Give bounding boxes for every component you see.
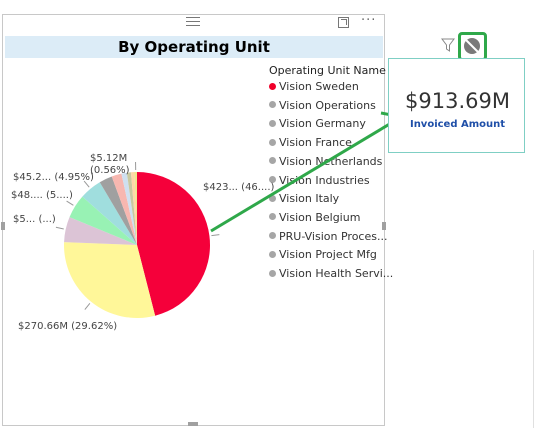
- pie-data-label: $423... (46....): [203, 182, 275, 193]
- legend-item-label: PRU-Vision Proces...: [279, 229, 388, 243]
- legend-dot-icon: [269, 194, 276, 202]
- pie-slice[interactable]: [69, 196, 137, 245]
- annotation-arrow: [210, 117, 399, 233]
- drag-grip-icon[interactable]: [186, 17, 200, 26]
- visual-title: By Operating Unit: [118, 38, 270, 56]
- neighbor-visual-edge: [533, 250, 534, 428]
- legend-item-label: Vision Sweden: [279, 80, 359, 93]
- pie-data-label: $5.12M (0.56%): [90, 153, 130, 176]
- pie-slice[interactable]: [111, 173, 137, 245]
- legend-item-label: Vision Operations: [279, 98, 376, 112]
- legend-dot-icon: [269, 250, 276, 258]
- legend-item[interactable]: Vision Sweden: [269, 80, 359, 93]
- legend-item[interactable]: Vision Netherlands: [269, 155, 382, 168]
- legend-dot-icon: [269, 269, 276, 277]
- legend-item[interactable]: Vision Belgium: [269, 211, 360, 224]
- legend-dot-icon: [269, 157, 276, 165]
- pie-slice[interactable]: [64, 242, 156, 318]
- legend-item[interactable]: Vision Operations: [269, 99, 376, 112]
- legend-dot-icon: [269, 232, 276, 240]
- legend-item-label: Vision France: [279, 136, 352, 150]
- data-label-leader-line: [84, 303, 91, 310]
- pie-slice[interactable]: [82, 182, 137, 245]
- legend-dot-icon: [269, 82, 276, 90]
- legend-dot-icon: [269, 176, 276, 183]
- card-label: Invoiced Amount: [409, 119, 506, 130]
- legend-dot-icon: [269, 138, 276, 146]
- legend-item[interactable]: Vision Italy: [269, 192, 339, 205]
- data-label-leader-line: [211, 234, 220, 237]
- pie-slice[interactable]: [137, 172, 211, 316]
- pie-data-label: $5... (...): [13, 214, 56, 225]
- pie-slice[interactable]: [130, 172, 137, 245]
- pie-slice[interactable]: [64, 217, 137, 245]
- resize-handle-left[interactable]: [1, 222, 5, 230]
- legend-dot-icon: [269, 213, 276, 221]
- focus-mode-icon[interactable]: [338, 17, 349, 28]
- pie-data-label: $270.66M (29.62%): [18, 321, 117, 332]
- legend-item-label: Vision Project Mfg: [279, 248, 377, 262]
- legend-dot-icon: [269, 101, 276, 109]
- legend-item-label: Vision Italy: [279, 192, 340, 206]
- pie-slice[interactable]: [99, 176, 137, 245]
- disable-interaction-icon[interactable]: [464, 38, 480, 54]
- data-label-leader-line: [83, 180, 90, 188]
- filter-icon[interactable]: [441, 38, 455, 52]
- data-label-leader-line: [66, 200, 74, 206]
- legend-title: Operating Unit Name: [269, 64, 386, 77]
- legend-item[interactable]: PRU-Vision Proces...: [269, 230, 387, 243]
- legend-item-label: Vision Belgium: [279, 210, 361, 224]
- visual-title-bar: [5, 36, 383, 58]
- legend-item-label: Vision Health Servi...: [279, 267, 394, 280]
- pie-data-label: $45.2... (4.95%): [13, 172, 94, 183]
- legend-item[interactable]: Vision Germany: [269, 117, 366, 130]
- pie-data-label: $48.... (5....): [11, 190, 73, 201]
- more-options-icon[interactable]: ···: [361, 13, 377, 28]
- pie-slice[interactable]: [121, 172, 137, 245]
- legend-item[interactable]: Vision Project Mfg: [269, 248, 377, 261]
- card-value: $913.69M: [405, 89, 510, 113]
- legend-item[interactable]: Vision France: [269, 136, 352, 149]
- legend-item-label: Vision Netherlands: [279, 154, 383, 168]
- data-label-leader-line: [55, 226, 64, 230]
- pie-slice[interactable]: [134, 172, 137, 245]
- legend-item-label: Vision Germany: [279, 117, 366, 131]
- legend-item[interactable]: Vision Health Servi...: [269, 267, 393, 280]
- pie-slice[interactable]: [126, 172, 137, 245]
- resize-handle-bottom[interactable]: [188, 422, 198, 426]
- legend-dot-icon: [269, 119, 276, 127]
- invoiced-amount-card[interactable]: $913.69M Invoiced Amount: [388, 58, 525, 153]
- resize-handle-right[interactable]: [382, 222, 386, 230]
